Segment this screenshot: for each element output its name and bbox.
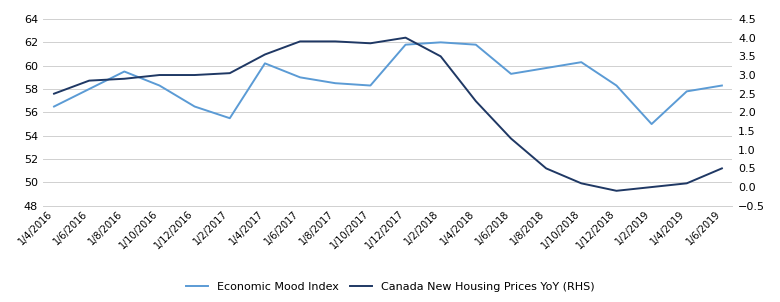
Economic Mood Index — [331, 81, 340, 85]
Canada New Housing Prices YoY (RHS) — [612, 189, 621, 193]
Canada New Housing Prices YoY (RHS) — [331, 40, 340, 43]
Canada New Housing Prices YoY (RHS) — [366, 41, 375, 45]
Canada New Housing Prices YoY (RHS) — [225, 71, 235, 75]
Economic Mood Index — [366, 84, 375, 87]
Canada New Housing Prices YoY (RHS) — [718, 167, 727, 170]
Economic Mood Index — [261, 62, 270, 65]
Economic Mood Index — [506, 72, 516, 76]
Canada New Housing Prices YoY (RHS) — [49, 92, 58, 95]
Economic Mood Index — [647, 122, 656, 126]
Canada New Housing Prices YoY (RHS) — [401, 36, 410, 40]
Economic Mood Index — [612, 84, 621, 87]
Canada New Housing Prices YoY (RHS) — [576, 182, 586, 185]
Canada New Housing Prices YoY (RHS) — [647, 185, 656, 189]
Legend: Economic Mood Index, Canada New Housing Prices YoY (RHS): Economic Mood Index, Canada New Housing … — [181, 278, 599, 297]
Economic Mood Index — [119, 70, 129, 73]
Canada New Housing Prices YoY (RHS) — [261, 53, 270, 56]
Economic Mood Index — [718, 84, 727, 87]
Economic Mood Index — [190, 105, 200, 108]
Canada New Housing Prices YoY (RHS) — [190, 73, 200, 77]
Line: Canada New Housing Prices YoY (RHS): Canada New Housing Prices YoY (RHS) — [54, 38, 722, 191]
Canada New Housing Prices YoY (RHS) — [506, 137, 516, 140]
Canada New Housing Prices YoY (RHS) — [296, 40, 305, 43]
Economic Mood Index — [84, 87, 94, 91]
Canada New Housing Prices YoY (RHS) — [682, 182, 691, 185]
Economic Mood Index — [225, 116, 235, 120]
Economic Mood Index — [576, 60, 586, 64]
Economic Mood Index — [154, 84, 164, 87]
Canada New Housing Prices YoY (RHS) — [471, 99, 480, 103]
Canada New Housing Prices YoY (RHS) — [84, 79, 94, 82]
Economic Mood Index — [49, 105, 58, 108]
Economic Mood Index — [296, 76, 305, 79]
Canada New Housing Prices YoY (RHS) — [154, 73, 164, 77]
Line: Economic Mood Index: Economic Mood Index — [54, 42, 722, 124]
Economic Mood Index — [471, 43, 480, 47]
Economic Mood Index — [401, 43, 410, 47]
Canada New Housing Prices YoY (RHS) — [541, 167, 551, 170]
Economic Mood Index — [682, 90, 691, 93]
Canada New Housing Prices YoY (RHS) — [119, 77, 129, 81]
Canada New Housing Prices YoY (RHS) — [436, 55, 445, 58]
Economic Mood Index — [436, 40, 445, 44]
Economic Mood Index — [541, 66, 551, 70]
